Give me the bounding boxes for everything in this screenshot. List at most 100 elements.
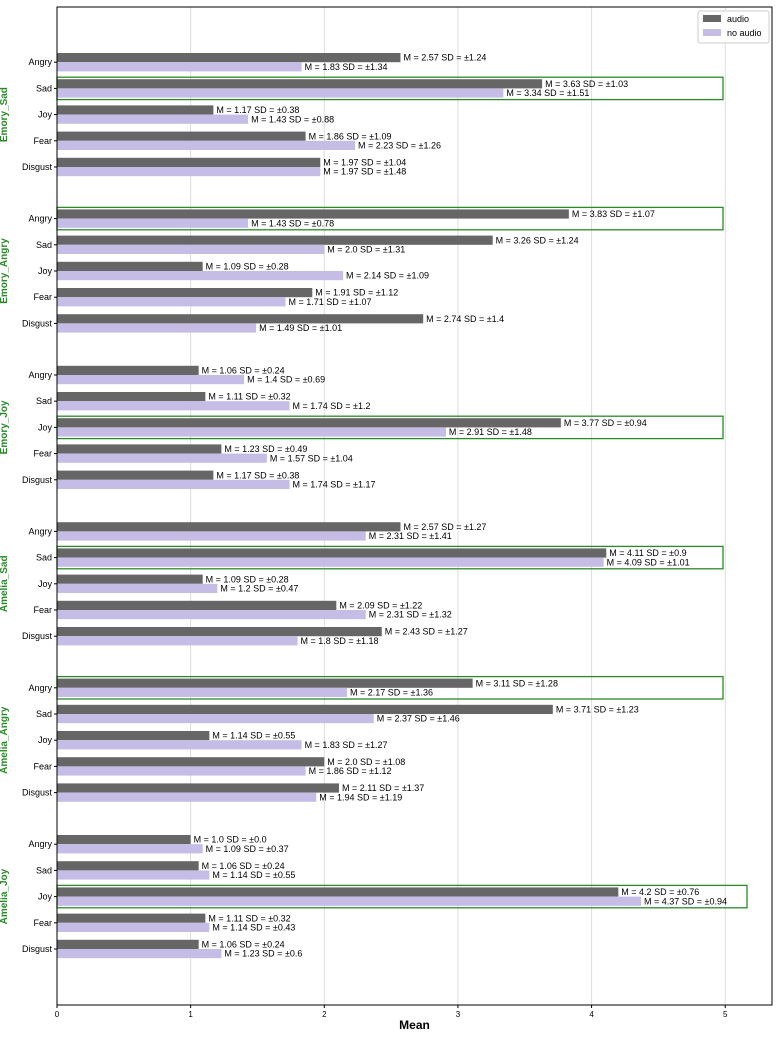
data-label-no-audio: M = 1.14 SD = ±0.55 <box>212 870 295 880</box>
category-tick-label: Disgust <box>22 162 53 172</box>
bar-no-audio <box>57 375 245 385</box>
data-label-audio: M = 2.43 SD = ±1.27 <box>385 627 468 637</box>
bar-audio <box>57 288 313 298</box>
data-label-audio: M = 1.11 SD = ±0.32 <box>208 392 290 402</box>
data-label-audio: M = 1.14 SD = ±0.55 <box>212 731 295 741</box>
bar-audio <box>57 887 619 897</box>
bar-no-audio <box>57 870 210 880</box>
bar-audio <box>57 835 191 845</box>
data-label-audio: M = 2.09 SD = ±1.22 <box>339 601 422 611</box>
category-tick-label: Disgust <box>22 318 53 328</box>
bar-no-audio <box>57 610 366 620</box>
bar-no-audio <box>57 167 321 177</box>
category-tick-label: Sad <box>36 396 52 406</box>
bar-audio <box>57 418 561 428</box>
data-label-no-audio: M = 1.74 SD = ±1.17 <box>293 480 376 490</box>
x-tick-label: 5 <box>723 1010 728 1019</box>
bar-no-audio <box>57 453 267 463</box>
x-tick-label: 4 <box>589 1010 594 1019</box>
bar-no-audio <box>57 766 306 776</box>
bar-audio <box>57 757 325 767</box>
bar-no-audio <box>57 271 343 281</box>
group-label: Emory_Angry <box>0 238 10 304</box>
bar-no-audio <box>57 401 290 411</box>
data-label-audio: M = 1.86 SD = ±1.09 <box>309 131 392 141</box>
data-label-audio: M = 3.11 SD = ±1.28 <box>476 678 558 688</box>
bar-no-audio <box>57 244 325 254</box>
bar-no-audio <box>57 218 249 228</box>
bar-no-audio <box>57 740 302 750</box>
bar-no-audio <box>57 896 642 906</box>
bar-no-audio <box>57 62 302 72</box>
category-tick-label: Angry <box>28 526 52 536</box>
bar-audio <box>57 53 401 63</box>
category-tick-label: Joy <box>38 892 53 902</box>
legend-swatch-audio <box>703 15 721 22</box>
data-label-audio: M = 4.11 SD = ±0.9 <box>609 548 686 558</box>
bar-no-audio <box>57 687 348 697</box>
data-label-no-audio: M = 1.57 SD = ±1.04 <box>270 453 353 463</box>
bar-audio <box>57 470 214 480</box>
data-label-audio: M = 2.11 SD = ±1.37 <box>342 783 424 793</box>
bar-audio <box>57 731 210 741</box>
group-label: Amelia_Sad <box>0 555 10 612</box>
bar-no-audio <box>57 844 203 854</box>
bar-no-audio <box>57 583 218 593</box>
bar-no-audio <box>57 140 356 150</box>
category-tick-label: Fear <box>33 292 52 302</box>
data-label-audio: M = 3.71 SD = ±1.23 <box>556 705 639 715</box>
bar-audio <box>57 600 337 610</box>
bar-audio <box>57 314 424 324</box>
data-label-no-audio: M = 1.43 SD = ±0.78 <box>251 218 334 228</box>
bar-audio <box>57 861 199 871</box>
data-label-audio: M = 2.74 SD = ±1.4 <box>426 314 504 324</box>
x-axis-title: Mean <box>399 1018 430 1032</box>
bar-no-audio <box>57 531 366 541</box>
x-tick-label: 2 <box>322 1010 327 1019</box>
data-label-audio: M = 3.26 SD = ±1.24 <box>496 235 579 245</box>
bar-no-audio <box>57 114 249 124</box>
data-label-audio: M = 3.63 SD = ±1.03 <box>545 79 628 89</box>
data-label-audio: M = 1.17 SD = ±0.38 <box>216 105 299 115</box>
data-label-audio: M = 1.09 SD = ±0.28 <box>206 574 289 584</box>
bar-audio <box>57 704 553 714</box>
category-tick-label: Sad <box>36 83 52 93</box>
bar-audio <box>57 392 206 402</box>
bar-no-audio <box>57 636 298 646</box>
legend-swatch-no-audio <box>703 29 721 36</box>
category-tick-label: Angry <box>28 839 52 849</box>
bar-audio <box>57 548 607 558</box>
group-label: Amelia_Angry <box>0 706 10 774</box>
category-tick-label: Disgust <box>22 788 53 798</box>
data-label-no-audio: M = 2.14 SD = ±1.09 <box>346 271 429 281</box>
data-label-audio: M = 3.83 SD = ±1.07 <box>572 209 655 219</box>
x-tick-label: 0 <box>55 1010 60 1019</box>
bar-audio <box>57 574 203 584</box>
bar-audio <box>57 131 306 141</box>
data-label-no-audio: M = 1.23 SD = ±0.6 <box>224 949 302 959</box>
legend-label-audio: audio <box>727 14 749 24</box>
bar-audio <box>57 939 199 949</box>
category-tick-label: Sad <box>36 865 52 875</box>
category-tick-label: Joy <box>38 735 53 745</box>
data-label-no-audio: M = 1.49 SD = ±1.01 <box>259 323 342 333</box>
bar-audio <box>57 209 569 219</box>
group-label: Emory_Joy <box>0 400 10 454</box>
bar-audio <box>57 79 543 89</box>
category-tick-label: Joy <box>38 422 53 432</box>
data-label-no-audio: M = 1.43 SD = ±0.88 <box>251 114 334 124</box>
bar-audio <box>57 105 214 115</box>
category-tick-label: Disgust <box>22 475 53 485</box>
x-tick-label: 1 <box>188 1010 193 1019</box>
category-tick-label: Sad <box>36 709 52 719</box>
data-label-no-audio: M = 4.09 SD = ±1.01 <box>607 557 690 567</box>
data-label-audio: M = 1.97 SD = ±1.04 <box>323 158 406 168</box>
data-label-audio: M = 4.2 SD = ±0.76 <box>621 887 699 897</box>
category-tick-label: Angry <box>28 57 52 67</box>
data-label-no-audio: M = 1.8 SD = ±1.18 <box>301 636 379 646</box>
data-label-no-audio: M = 1.86 SD = ±1.12 <box>309 766 392 776</box>
axes-frame <box>56 6 773 1006</box>
data-label-audio: M = 1.09 SD = ±0.28 <box>206 262 289 272</box>
data-label-no-audio: M = 1.71 SD = ±1.07 <box>289 297 372 307</box>
bar-audio <box>57 261 203 271</box>
